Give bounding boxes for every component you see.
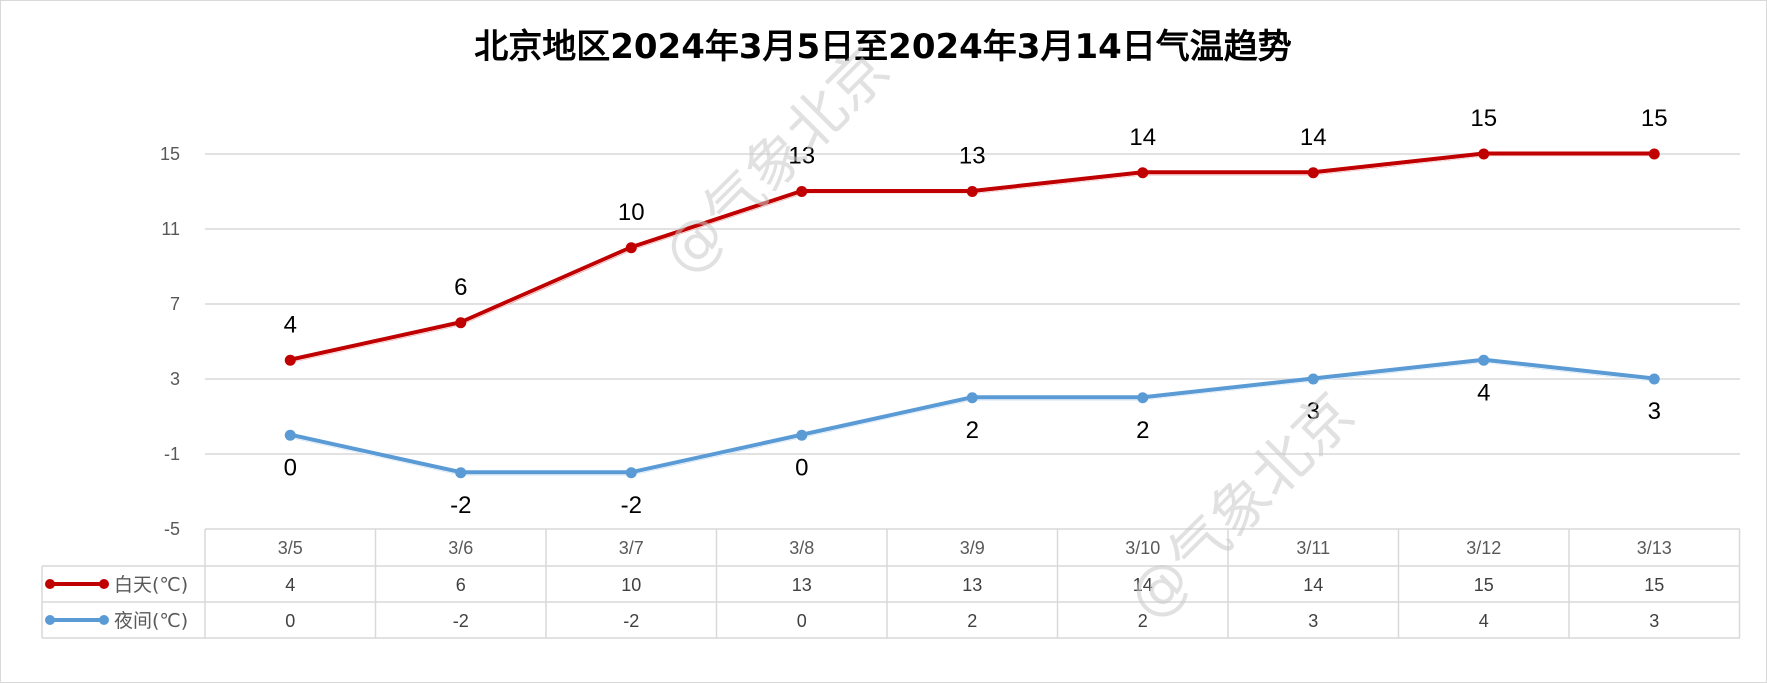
data-label: 15 [1641, 105, 1668, 132]
data-label: 13 [788, 143, 815, 170]
table-cell: 14 [1303, 575, 1323, 595]
data-labels: 4 6 10 13 13 14 14 15 15 0 -2 -2 0 2 2 3 4 3 [284, 105, 1668, 519]
x-category-label: 3/8 [789, 538, 814, 558]
gridlines [205, 153, 1740, 530]
x-category-label: 3/7 [619, 538, 644, 558]
table-cell: 10 [621, 575, 641, 595]
table-cell: 15 [1474, 575, 1494, 595]
y-axis-ticks: -5 -1 3 7 11 15 [160, 144, 180, 539]
table-cell: 4 [285, 575, 295, 595]
legend-key-marker [45, 615, 55, 625]
data-label: 3 [1307, 398, 1320, 425]
data-point [625, 242, 637, 254]
data-point [1307, 167, 1319, 179]
legend-key-marker [45, 579, 55, 589]
data-point [1307, 373, 1319, 385]
data-point [284, 354, 296, 366]
x-category-label: 3/9 [960, 538, 985, 558]
legend-key-marker [99, 579, 109, 589]
table-cell: 2 [967, 611, 977, 631]
data-point [966, 186, 978, 197]
table-cell: 13 [962, 575, 982, 595]
series-lines [284, 148, 1660, 479]
data-label: 2 [966, 417, 979, 444]
data-point [1478, 354, 1490, 366]
table-cell: 0 [285, 611, 295, 631]
data-label: 0 [795, 454, 808, 481]
data-point [1648, 148, 1660, 160]
data-label: 10 [618, 199, 645, 226]
data-point [455, 317, 467, 329]
table-cell: 2 [1138, 611, 1148, 631]
data-point [1137, 167, 1149, 179]
table-cell: 6 [456, 575, 466, 595]
table-cell: 3 [1308, 611, 1318, 631]
x-category-label: 3/13 [1637, 538, 1672, 558]
data-label: 14 [1300, 124, 1327, 151]
data-label: -2 [621, 492, 642, 519]
legend-label: 夜间(℃) [114, 610, 188, 632]
legend-key-marker [99, 615, 109, 625]
data-table: 3/5 3/6 3/7 3/8 3/9 3/10 3/11 3/12 3/13 白天(℃) 4 6 10… [41, 529, 1741, 639]
legend-label: 白天(℃) [114, 574, 188, 596]
table-cell: -2 [623, 611, 639, 631]
x-category-label: 3/11 [1296, 538, 1330, 558]
data-label: 13 [959, 143, 986, 170]
y-tick-label: 7 [170, 294, 180, 314]
data-label: -2 [450, 492, 471, 519]
table-cell: 13 [792, 575, 812, 595]
y-tick-label: 11 [161, 219, 180, 239]
x-category-label: 3/12 [1466, 538, 1501, 558]
y-tick-label: -1 [164, 444, 180, 464]
data-label: 4 [1477, 379, 1490, 406]
data-label: 14 [1129, 124, 1156, 151]
legend-key [45, 579, 109, 589]
data-label: 0 [284, 454, 297, 481]
data-point [966, 392, 978, 404]
data-point [455, 467, 467, 479]
x-category-label: 3/10 [1125, 538, 1160, 558]
data-label: 4 [284, 311, 297, 338]
legend-key [45, 615, 109, 625]
y-tick-label: 15 [160, 144, 180, 164]
chart-title: 北京地区2024年3月5日至2024年3月14日气温趋势 [474, 27, 1292, 67]
data-point [1648, 373, 1660, 385]
x-category-label: 3/5 [278, 538, 303, 558]
table-cell: 15 [1644, 575, 1664, 595]
y-tick-label: 3 [170, 369, 180, 389]
data-label: 3 [1648, 398, 1661, 425]
table-cell: 3 [1649, 611, 1659, 631]
table-cell: 0 [797, 611, 807, 631]
table-cell: 4 [1479, 611, 1489, 631]
y-tick-label: -5 [164, 519, 180, 539]
table-cell: 14 [1133, 575, 1153, 595]
data-point [1137, 392, 1149, 404]
data-point [284, 429, 296, 441]
table-cell: -2 [453, 611, 469, 631]
x-category-label: 3/6 [448, 538, 473, 558]
data-label: 15 [1470, 105, 1497, 132]
data-label: 2 [1136, 417, 1149, 444]
data-point [625, 467, 637, 479]
data-point [796, 186, 808, 197]
data-label: 6 [454, 274, 467, 301]
data-point [796, 429, 808, 441]
data-point [1478, 148, 1490, 160]
